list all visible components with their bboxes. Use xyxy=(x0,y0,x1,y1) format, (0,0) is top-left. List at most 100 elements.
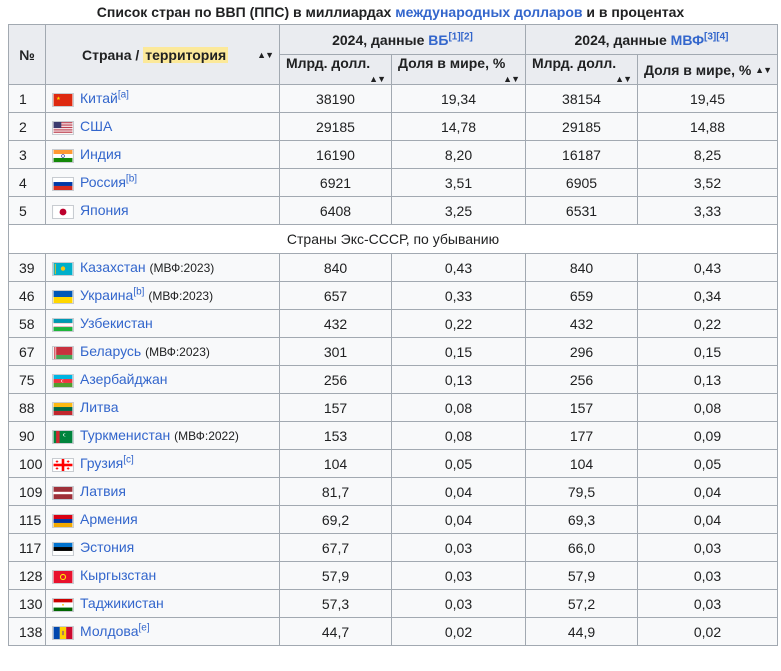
imf-gdp-cell: 57,2 xyxy=(525,589,638,618)
country-cell: Литва xyxy=(45,393,280,422)
country-link[interactable]: Туркменистан xyxy=(80,427,171,444)
data-year-note: (МВФ:2022) xyxy=(174,429,239,444)
russia-flag-icon[interactable] xyxy=(52,176,74,191)
imf-share-cell: 0,03 xyxy=(637,561,778,590)
table-row: 109 Латвия 81,7 0,04 79,5 0,04 xyxy=(8,477,778,506)
country-cell: Узбекистан xyxy=(45,309,280,338)
country-link[interactable]: Япония xyxy=(80,202,129,219)
country-link[interactable]: Эстония xyxy=(80,539,135,556)
wb-share-header[interactable]: Доля в мире, % ▲▼ xyxy=(391,54,526,85)
imf-link[interactable]: МВФ xyxy=(670,31,705,48)
imf-gdp-cell: 29185 xyxy=(525,112,638,141)
lithuania-flag-icon[interactable] xyxy=(52,401,74,416)
sort-icon[interactable]: ▲▼ xyxy=(257,49,274,60)
rank-cell: 4 xyxy=(8,168,46,197)
armenia-flag-icon[interactable] xyxy=(52,513,74,528)
country-link[interactable]: Узбекистан xyxy=(80,315,153,332)
footnote-link[interactable]: [c] xyxy=(123,454,134,466)
kazakhstan-flag-icon[interactable] xyxy=(52,261,74,276)
country-link[interactable]: США xyxy=(80,118,113,135)
imf-share-cell: 0,04 xyxy=(637,477,778,506)
wb-group-header: 2024, данные ВБ[1][2] xyxy=(279,24,526,55)
footnote-link[interactable]: [b] xyxy=(125,173,138,185)
wb-share-header-label: Доля в мире, % xyxy=(398,55,506,71)
data-year-note: (МВФ:2023) xyxy=(148,289,214,304)
country-link[interactable]: Молдова xyxy=(80,623,139,640)
rank-header[interactable]: № xyxy=(8,24,46,85)
wb-gdp-cell: 69,2 xyxy=(279,505,392,534)
country-link[interactable]: Кыргызстан xyxy=(80,567,157,584)
wb-gdp-cell: 16190 xyxy=(279,140,392,169)
table-row: 128 Кыргызстан 57,9 0,03 57,9 0,03 xyxy=(8,561,778,590)
kyrgyzstan-flag-icon[interactable] xyxy=(52,569,74,584)
rank-cell: 5 xyxy=(8,196,46,225)
georgia-flag-icon[interactable] xyxy=(52,457,74,472)
country-link[interactable]: Китай xyxy=(80,90,118,107)
wb-share-cell: 0,33 xyxy=(391,281,526,310)
footnote-link[interactable]: [a] xyxy=(117,89,129,101)
ukraine-flag-icon[interactable] xyxy=(52,289,74,304)
country-link[interactable]: Литва xyxy=(80,399,119,416)
footnote-link[interactable]: [b] xyxy=(133,286,145,298)
sort-icon[interactable]: ▲▼ xyxy=(369,74,386,84)
rank-cell: 67 xyxy=(8,337,46,366)
moldova-flag-icon[interactable] xyxy=(52,625,74,640)
table-row: 90 Туркменистан (МВФ:2022) 153 0,08 177 0,09 xyxy=(8,421,778,450)
tajikistan-flag-icon[interactable] xyxy=(52,597,74,612)
country-cell: Армения xyxy=(45,505,280,534)
estonia-flag-icon[interactable] xyxy=(52,541,74,556)
table-row: 46 Украина[b] (МВФ:2023) 657 0,33 659 0,34 xyxy=(8,281,778,310)
imf-share-header[interactable]: Доля в мире, % ▲▼ xyxy=(637,54,778,85)
wb-gdp-header[interactable]: Млрд. долл. ▲▼ xyxy=(279,54,392,85)
country-link[interactable]: Казахстан xyxy=(80,259,146,276)
country-link[interactable]: Латвия xyxy=(80,483,126,500)
imf-share-cell: 0,02 xyxy=(637,617,778,646)
belarus-flag-icon[interactable] xyxy=(52,345,74,360)
country-link[interactable]: Беларусь xyxy=(80,343,142,360)
azerbaijan-flag-icon[interactable] xyxy=(52,373,74,388)
header-row-sub: Млрд. долл. ▲▼ Доля в мире, % ▲▼ Млрд. дол… xyxy=(9,54,778,85)
table-row: 138 Молдова[e] 44,7 0,02 44,9 0,02 xyxy=(8,617,778,646)
country-link[interactable]: Армения xyxy=(80,511,138,528)
usa-flag-icon[interactable] xyxy=(52,120,74,135)
imf-gdp-cell: 16187 xyxy=(525,140,638,169)
sort-icon[interactable]: ▲▼ xyxy=(503,74,520,84)
country-link[interactable]: Украина xyxy=(80,287,134,304)
imf-share-cell: 0,34 xyxy=(637,281,778,310)
country-header[interactable]: Страна / территория ▲▼ xyxy=(45,24,280,85)
india-flag-icon[interactable] xyxy=(52,148,74,163)
imf-refs-link[interactable]: [3][4] xyxy=(704,30,729,42)
country-cell: Беларусь (МВФ:2023) xyxy=(45,337,280,366)
country-link[interactable]: Таджикистан xyxy=(80,595,164,612)
table-row: 130 Таджикистан 57,3 0,03 57,2 0,03 xyxy=(8,589,778,618)
wb-link[interactable]: ВБ xyxy=(428,31,449,48)
country-cell: Казахстан (МВФ:2023) xyxy=(45,253,280,282)
latvia-flag-icon[interactable] xyxy=(52,485,74,500)
china-flag-icon[interactable]: ★ xyxy=(52,92,74,107)
top-countries-body: 1 ★ Китай[a] 38190 19,34 38154 19,45 2 США 29185 1… xyxy=(8,84,778,225)
separator-label: Страны Экс-СССР, по убыванию xyxy=(8,224,778,254)
rank-cell: 138 xyxy=(8,617,46,646)
imf-gdp-header[interactable]: Млрд. долл. ▲▼ xyxy=(525,54,638,85)
imf-gdp-cell: 79,5 xyxy=(525,477,638,506)
country-cell: Туркменистан (МВФ:2022) xyxy=(45,421,280,450)
imf-share-cell: 0,13 xyxy=(637,365,778,394)
country-link[interactable]: Грузия xyxy=(80,455,124,472)
country-cell: Эстония xyxy=(45,533,280,562)
wb-gdp-cell: 57,9 xyxy=(279,561,392,590)
country-link[interactable]: Индия xyxy=(80,146,122,163)
table-row: 58 Узбекистан 432 0,22 432 0,22 xyxy=(8,309,778,338)
country-link[interactable]: Россия xyxy=(80,174,126,191)
sort-icon[interactable]: ▲▼ xyxy=(615,74,632,84)
wb-share-cell: 0,08 xyxy=(391,393,526,422)
wb-refs-link[interactable]: [1][2] xyxy=(448,30,473,42)
country-link[interactable]: Азербайджан xyxy=(80,371,168,388)
footnote-link[interactable]: [e] xyxy=(138,622,150,634)
japan-flag-icon[interactable] xyxy=(52,204,74,219)
wb-share-cell: 14,78 xyxy=(391,112,526,141)
sort-icon[interactable]: ▲▼ xyxy=(755,64,772,75)
wb-share-cell: 0,02 xyxy=(391,617,526,646)
turkmenistan-flag-icon[interactable] xyxy=(52,429,74,444)
uzbekistan-flag-icon[interactable] xyxy=(52,317,74,332)
caption-link-intl-dollars[interactable]: международных долларов xyxy=(395,4,583,20)
